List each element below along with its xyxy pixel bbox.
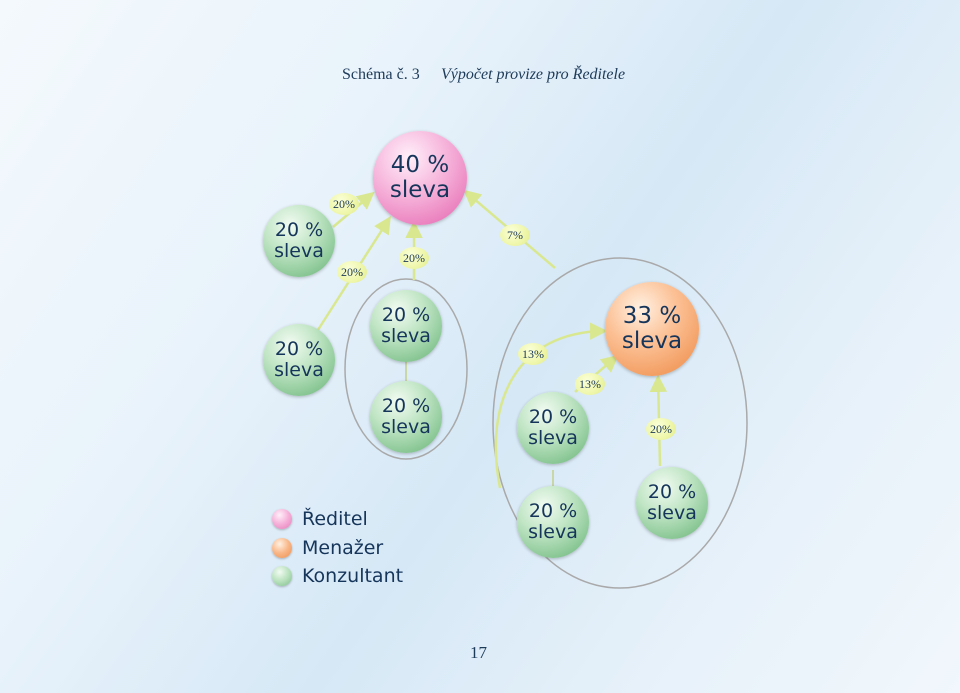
node-label: sleva (528, 521, 578, 543)
node-value: 20 % (274, 219, 324, 242)
node-value: 20 % (528, 406, 578, 429)
connector-c-mid-to-manager (494, 322, 608, 489)
group-outline-2 (492, 257, 748, 589)
percentage-badge: 13% (518, 343, 548, 365)
consultant-node-group1-top: 20 % sleva (370, 290, 442, 362)
legend-label: Ředitel (302, 508, 368, 530)
consultant-node-group1-bottom: 20 % sleva (370, 381, 442, 453)
legend-item-consultant: Konzultant (272, 565, 403, 587)
consultant-node-left: 20 % sleva (263, 324, 335, 396)
node-label: sleva (647, 502, 697, 524)
node-value: 20 % (381, 395, 431, 418)
node-label: sleva (381, 416, 431, 438)
manager-node: 33 % sleva (605, 282, 699, 376)
node-label: sleva (274, 240, 324, 262)
node-label: sleva (274, 359, 324, 381)
node-value: 20 % (528, 500, 578, 523)
node-value: 20 % (647, 481, 697, 504)
node-value: 40 % (390, 151, 450, 178)
consultant-node-top-left: 20 % sleva (263, 205, 335, 277)
legend-label: Menažer (302, 537, 384, 559)
consultant-node-group2-bottom: 20 % sleva (517, 486, 589, 558)
node-label: sleva (528, 427, 578, 449)
director-color-swatch (272, 509, 292, 529)
consultant-color-swatch (272, 566, 292, 586)
director-node: 40 % sleva (373, 131, 467, 225)
manager-color-swatch (272, 538, 292, 558)
node-label: sleva (621, 328, 683, 354)
legend-item-director: Ředitel (272, 508, 368, 530)
percentage-badge: 20% (337, 261, 367, 283)
scheme-number: Schéma č. 3 (342, 66, 420, 83)
node-value: 20 % (381, 304, 431, 327)
percentage-badge: 7% (500, 224, 530, 246)
group-outline-1 (344, 278, 468, 460)
legend-label: Konzultant (302, 565, 404, 587)
node-label: sleva (381, 325, 431, 347)
percentage-badge: 20% (399, 247, 429, 269)
node-value: 20 % (274, 338, 324, 361)
consultant-node-group2-right: 20 % sleva (636, 467, 708, 539)
percentage-badge: 13% (575, 373, 605, 395)
page-number: 17 (470, 643, 487, 662)
node-label: sleva (389, 177, 451, 203)
percentage-badge: 20% (329, 193, 359, 215)
consultant-node-group2-mid: 20 % sleva (517, 392, 589, 464)
node-value: 33 % (622, 302, 682, 329)
percentage-badge: 20% (646, 418, 676, 440)
legend-item-manager: Menažer (272, 537, 383, 559)
scheme-title: Výpočet provize pro Ředitele (441, 66, 626, 83)
